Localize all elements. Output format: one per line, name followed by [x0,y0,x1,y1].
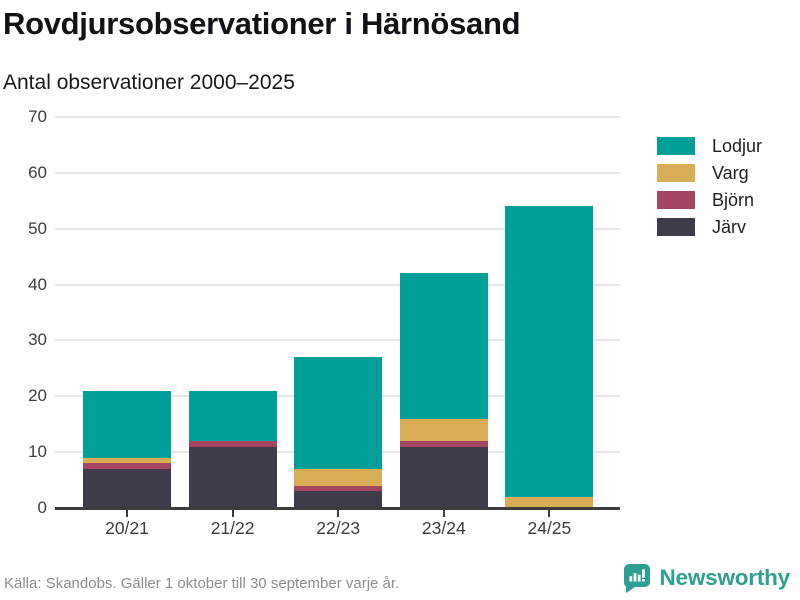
bar-segment-22-23-björn [294,485,383,492]
logo-exclamation-stem [642,569,646,578]
y-tick-label-30: 30 [28,330,47,350]
bar-segment-24-25-varg [505,496,594,508]
bar-segment-21-22-järv [188,446,277,508]
bar-segment-20-21-järv [83,468,171,508]
bar-segment-23-24-lodjur [399,273,488,419]
x-tick-mark-22-23 [337,510,340,517]
y-tick-label-0: 0 [37,498,47,517]
gridline-60 [55,171,620,174]
bar-segment-23-24-varg [399,418,488,441]
legend-label-varg: Varg [712,162,749,183]
newsworthy-logo[interactable]: Newsworthy [622,562,790,593]
x-tick-label-21-22: 21/22 [210,518,255,538]
bar-segment-21-22-lodjur [188,390,277,441]
x-tick-mark-20-21 [126,510,128,517]
brand-name: Newsworthy [659,564,790,590]
legend-item-björn: Björn [657,189,762,210]
legend-item-järv: Järv [657,216,762,237]
bar-segment-22-23-varg [294,468,383,486]
bar-segment-23-24-järv [399,446,488,508]
legend-swatch-björn [657,191,695,209]
bar-segment-20-21-björn [83,463,171,469]
source-note: Källa: Skandobs. Gäller 1 oktober till 3… [4,575,400,592]
legend-swatch-järv [657,218,695,236]
legend-label-järv: Järv [712,216,747,237]
y-tick-label-10: 10 [28,442,47,462]
x-tick-mark-24-25 [548,510,551,517]
bar-segment-23-24-björn [399,440,488,447]
legend-swatch-varg [657,164,695,182]
legend-swatch-lodjur [657,137,695,155]
x-tick-label-20-21: 20/21 [105,518,149,538]
x-tick-label-23-24: 23/24 [421,518,466,538]
gridline-30 [55,339,620,342]
legend-item-lodjur: Lodjur [657,135,763,156]
legend-item-varg: Varg [657,162,762,183]
logo-bar-2 [634,573,637,582]
legend-label-lodjur: Lodjur [712,135,763,156]
y-tick-label-60: 60 [28,162,47,182]
x-tick-mark-23-24 [442,510,445,517]
bar-segment-22-23-järv [294,491,383,508]
bar-segment-20-21-varg [83,457,171,464]
gridline-50 [55,227,620,230]
y-tick-label-50: 50 [28,218,47,238]
bar-segment-24-25-lodjur [505,206,594,497]
bar-segment-22-23-lodjur [294,357,383,469]
x-tick-label-24-25: 24/25 [527,518,572,538]
chart-subtitle: Antal observationer 2000–2025 [3,71,295,94]
gridline-70 [55,116,620,118]
y-tick-label-70: 70 [28,107,47,126]
logo-exclamation-dot [642,579,646,582]
y-tick-label-20: 20 [28,386,47,406]
x-tick-label-22-23: 22/23 [316,518,361,538]
gridline-40 [55,283,620,286]
logo-bar-3 [638,574,642,582]
x-axis-line [55,507,620,510]
legend-label-björn: Björn [712,189,755,210]
bar-segment-21-22-björn [188,440,277,447]
newsworthy-bubble-icon [624,564,651,593]
legend: Lodjur Varg Björn Järv [657,135,763,245]
y-tick-label-40: 40 [28,274,47,294]
bar-segment-20-21-lodjur [83,390,171,458]
page-title: Rovdjursobservationer i Härnösand [3,6,521,41]
x-tick-mark-21-22 [231,510,234,517]
logo-bar-1 [629,576,633,582]
